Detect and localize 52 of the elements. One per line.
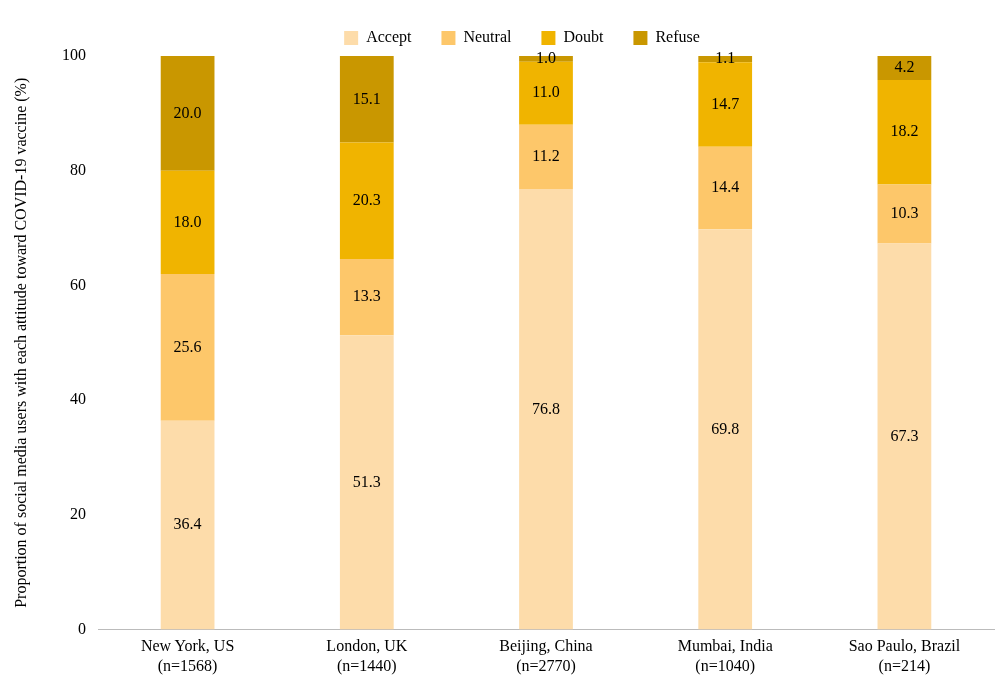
bar	[339, 259, 394, 336]
data-label: 4.2	[894, 58, 915, 76]
data-label: 11.2	[532, 147, 560, 165]
bar	[519, 189, 573, 630]
data-label: 76.8	[532, 399, 560, 417]
y-axis-title: Proportion of social media users with each attitude toward COVID-19 vaccine (%)	[12, 77, 31, 608]
bar	[339, 335, 394, 630]
bar	[339, 56, 394, 143]
data-label: 14.7	[711, 94, 740, 112]
x-tick-label: Mumbai, India (n=1040)	[677, 637, 773, 675]
y-tick-label: 0	[78, 619, 86, 637]
data-label: 13.3	[352, 287, 381, 305]
legend-label: Neutral	[463, 28, 512, 46]
bar	[519, 61, 573, 125]
data-label: 25.6	[173, 337, 202, 355]
bar	[160, 56, 215, 171]
bar	[877, 56, 932, 81]
data-label: 51.3	[352, 472, 381, 490]
data-label: 15.1	[352, 89, 381, 107]
x-tick-label: London, UK (n=1440)	[326, 637, 408, 675]
data-label: 69.8	[711, 419, 740, 437]
bar	[160, 273, 215, 421]
bar	[339, 142, 394, 260]
legend-label: Refuse	[655, 28, 700, 46]
legend-label: Doubt	[563, 28, 604, 46]
data-label: 18.0	[173, 212, 202, 230]
y-tick-label: 60	[70, 275, 86, 293]
bar	[698, 146, 753, 230]
data-label: 20.3	[352, 191, 381, 209]
bar	[519, 124, 573, 190]
bar	[877, 243, 932, 630]
bar	[877, 184, 932, 244]
y-tick-label: 20	[70, 505, 86, 523]
bar	[698, 62, 753, 147]
bar	[160, 170, 215, 274]
data-label: 18.2	[890, 122, 919, 140]
data-label: 11.0	[532, 83, 560, 101]
bar	[698, 229, 753, 630]
data-label: 14.4	[711, 178, 740, 196]
legend-label: Accept	[366, 28, 412, 47]
x-tick-label: New York, US (n=1568)	[140, 637, 235, 675]
data-label: 36.4	[173, 515, 202, 533]
x-tick-label: Beijing, China (n=2770)	[499, 637, 593, 675]
y-tick-label: 100	[62, 46, 86, 64]
y-tick-label: 40	[70, 390, 86, 408]
data-label: 10.3	[890, 204, 919, 222]
bar	[877, 80, 932, 185]
data-label: 20.0	[173, 103, 202, 121]
data-label: 67.3	[890, 426, 919, 444]
y-tick-label: 80	[70, 160, 86, 178]
x-tick-label: Sao Paulo, Brazil (n=214)	[848, 637, 961, 675]
bar	[160, 420, 215, 630]
